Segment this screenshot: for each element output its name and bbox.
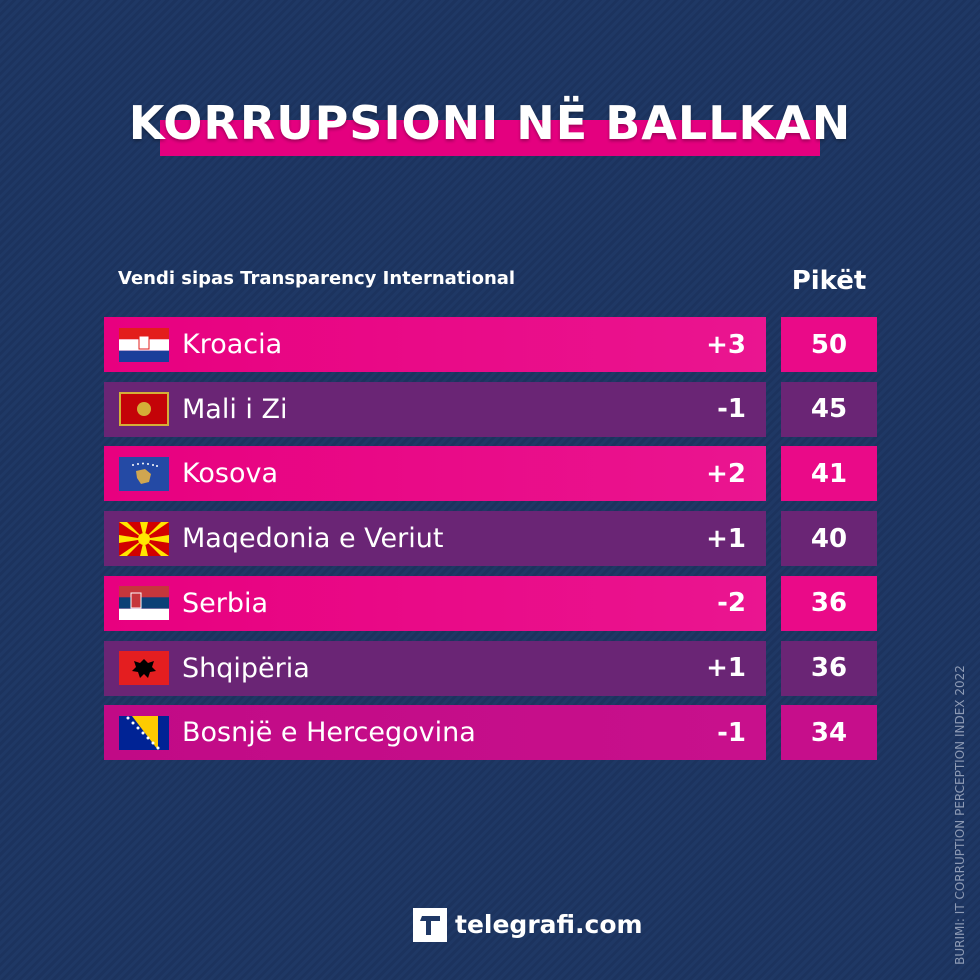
flag: [119, 392, 169, 427]
rank-change: -1: [717, 717, 746, 748]
table-row: Mali i Zi -1: [104, 381, 766, 437]
score-cell: 34: [781, 705, 877, 761]
table-row: Maqedonia e Veriut +1: [104, 511, 766, 567]
flag: [119, 521, 169, 556]
title-highlight: [160, 120, 820, 156]
country-name: Kosova: [182, 458, 278, 490]
table-row: Bosnjë e Hercegovina -1: [104, 705, 766, 761]
source-note: BURIMI: IT CORRUPTION PERCEPTION INDEX 2…: [953, 665, 967, 965]
rank-change: -2: [717, 588, 746, 619]
column-header: Pikët: [791, 266, 867, 296]
table-row: Shqipëria +1: [104, 640, 766, 696]
flag: [119, 586, 169, 621]
country-name: Bosnjë e Hercegovina: [182, 717, 476, 749]
rank-change: -1: [717, 394, 746, 425]
rank-change: +2: [706, 458, 746, 489]
rank-change: +1: [706, 523, 746, 554]
country-name: Mali i Zi: [182, 393, 288, 425]
brand-name: telegrafi.com: [455, 910, 643, 939]
country-name: Kroacia: [182, 329, 283, 360]
country-name: Serbia: [182, 587, 269, 619]
score-cell: 45: [781, 381, 877, 437]
score-cell: 50: [781, 317, 877, 372]
country-name: Shqipëria: [182, 652, 310, 684]
score-cell: 36: [781, 575, 877, 631]
flag: [119, 456, 169, 491]
rank-change: +1: [706, 653, 746, 683]
flag: [119, 651, 169, 685]
table-row: Serbia -2: [104, 575, 766, 631]
score-cell: 36: [781, 640, 877, 696]
score-cell: 40: [781, 511, 877, 567]
flag: [119, 327, 169, 362]
table-row: Kosova +2: [104, 446, 766, 502]
table-row: Kroacia +3: [104, 317, 766, 372]
brand-logo: [413, 908, 447, 942]
title: KORRUPSIONI NË BALLKAN: [128, 96, 852, 150]
flag: [119, 715, 169, 750]
rank-change: +3: [706, 329, 746, 360]
country-name: Maqedonia e Veriut: [182, 523, 444, 555]
column-header: Vendi sipas Transparency International: [118, 268, 516, 289]
score-cell: 41: [781, 446, 877, 502]
